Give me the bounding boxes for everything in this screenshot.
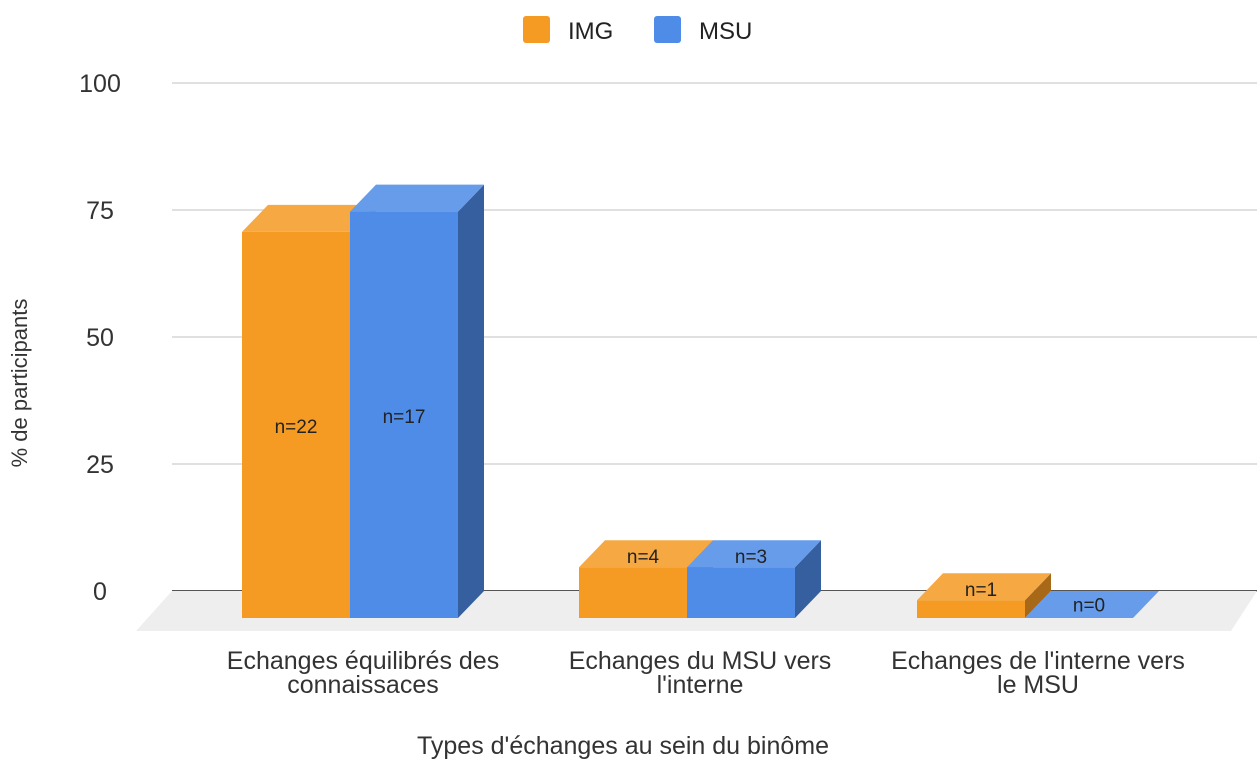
x-tick-label: Echanges de l'interne vers le MSU <box>891 647 1185 699</box>
data-label: n=17 <box>383 407 426 428</box>
data-label: n=22 <box>275 417 318 438</box>
bars <box>242 184 1159 619</box>
data-labels: n=22 n=4 n=1 n=17 n=3 n=0 <box>275 407 1106 617</box>
x-axis-ticks: Echanges équilibrés des connaissacesEchan… <box>227 647 1185 699</box>
bar-side <box>458 184 484 618</box>
data-label: n=3 <box>735 547 767 568</box>
y-tick-label: 0 <box>93 578 107 606</box>
bar-top <box>687 540 821 568</box>
bar-front <box>579 567 687 618</box>
bar-top <box>242 204 376 232</box>
bar-msu-2 <box>687 540 821 618</box>
x-axis-title: Types d'échanges au sein du binôme <box>417 732 829 760</box>
x-tick-line: connaissaces <box>287 671 438 699</box>
y-axis-title: % de participants <box>7 299 32 468</box>
legend-label: MSU <box>699 18 752 45</box>
bar-img-3 <box>917 573 1051 618</box>
legend-item-msu: MSU <box>654 16 752 45</box>
legend-item-img: IMG <box>523 16 613 45</box>
y-tick-label: 50 <box>86 324 114 352</box>
legend-label: IMG <box>568 18 613 45</box>
y-axis-ticks: 0 25 50 75 100 <box>79 70 121 606</box>
bar-front <box>917 600 1025 618</box>
bar-top <box>350 184 484 212</box>
legend-swatch <box>654 16 681 43</box>
bar-msu-1 <box>350 184 484 618</box>
x-tick-line: Echanges du MSU vers <box>569 647 832 675</box>
x-tick-label: Echanges équilibrés des connaissaces <box>227 647 499 699</box>
bar-side <box>795 540 821 618</box>
data-label: n=4 <box>627 547 660 568</box>
x-tick-line: Echanges équilibrés des <box>227 647 499 675</box>
y-tick-label: 25 <box>86 451 114 479</box>
bar-top <box>917 573 1051 601</box>
bar-front <box>687 567 795 618</box>
x-tick-line: l'interne <box>657 671 744 699</box>
y-tick-label: 100 <box>79 70 121 98</box>
x-tick-line: le MSU <box>997 671 1079 699</box>
data-label: n=0 <box>1073 596 1105 617</box>
bar-top <box>1025 591 1159 618</box>
data-label: n=1 <box>965 580 997 601</box>
bar-top <box>579 540 713 568</box>
bar-front <box>350 211 458 618</box>
bar-msu-3 <box>1025 591 1159 618</box>
x-tick-line: Echanges de l'interne vers <box>891 647 1185 675</box>
x-tick-label: Echanges du MSU vers l'interne <box>569 647 832 699</box>
y-tick-label: 75 <box>86 197 114 225</box>
legend: IMG MSU <box>523 16 752 45</box>
legend-swatch <box>523 16 550 43</box>
bar-side <box>1025 573 1051 618</box>
bar-front <box>242 231 350 619</box>
